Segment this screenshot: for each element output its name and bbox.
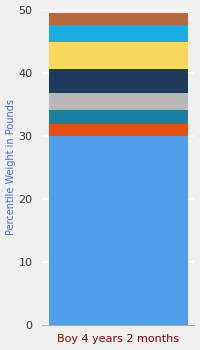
Bar xyxy=(49,13,188,25)
Bar xyxy=(49,42,188,69)
Bar xyxy=(49,25,188,42)
Bar xyxy=(49,69,188,93)
Y-axis label: Percentile Weight in Pounds: Percentile Weight in Pounds xyxy=(6,99,16,235)
Bar xyxy=(49,135,188,325)
Bar xyxy=(49,124,188,135)
Bar xyxy=(49,93,188,110)
Bar xyxy=(49,110,188,124)
